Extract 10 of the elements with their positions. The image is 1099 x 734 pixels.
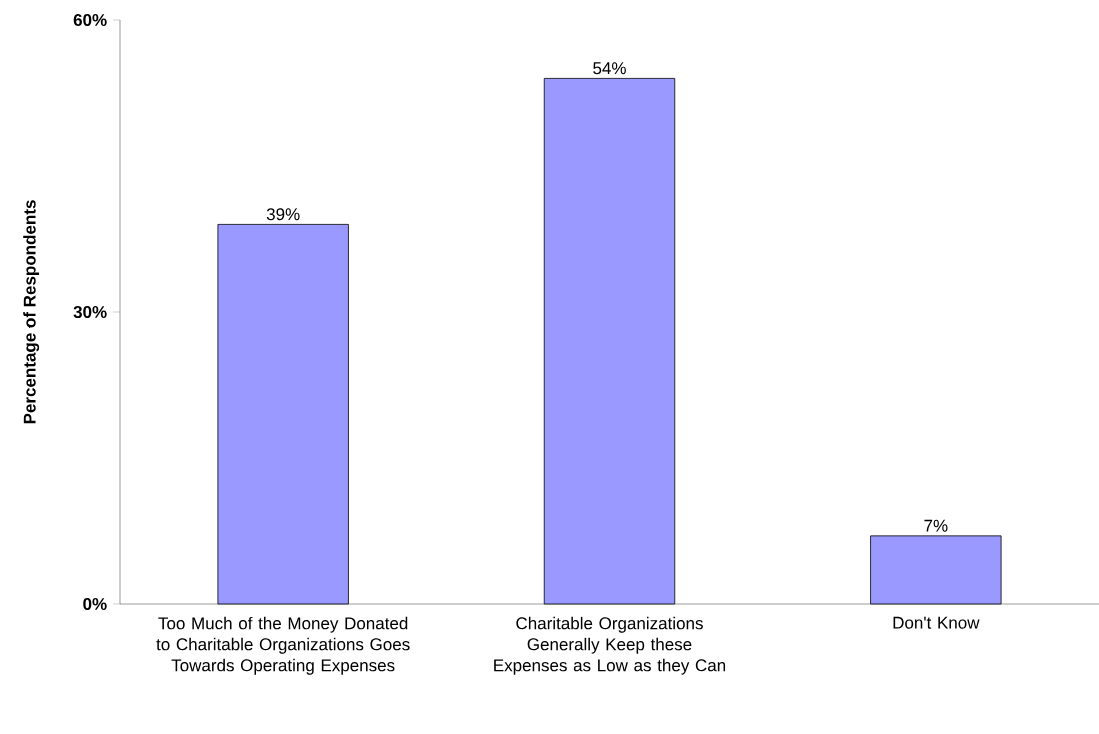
y-tick-label: 0% (83, 597, 107, 611)
y-axis-title: Percentage of Respondents (23, 200, 40, 424)
x-tick-label: Too Much of the Money Donated to Charitable Organizations Goes Towards Operating Expenses (156, 616, 410, 675)
data-label: 54% (593, 62, 626, 75)
x-tick-label: Charitable Organizations Generally Keep these Expenses as Low as they Can (494, 616, 726, 675)
data-label: 7% (924, 519, 948, 532)
y-tick-label: 30% (73, 305, 107, 319)
data-label: 39% (266, 208, 300, 221)
y-tick-label: 60% (73, 13, 107, 27)
x-tick-label: Don't Know (893, 616, 980, 629)
